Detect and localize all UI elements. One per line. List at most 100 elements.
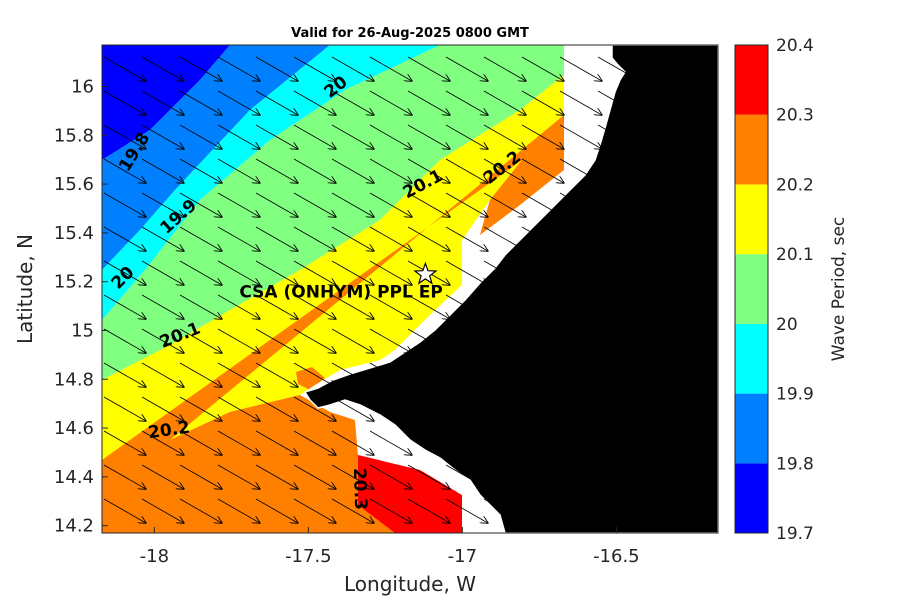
wave-arrow bbox=[293, 158, 336, 183]
colorbar-segment bbox=[735, 323, 768, 394]
wave-arrow bbox=[217, 328, 260, 353]
wave-arrow bbox=[331, 226, 374, 251]
wave-arrow bbox=[559, 56, 602, 81]
wave-arrow bbox=[483, 226, 526, 251]
wave-arrow bbox=[293, 90, 336, 115]
wave-arrow bbox=[521, 124, 564, 149]
wave-arrow bbox=[521, 192, 564, 217]
wave-arrow bbox=[407, 328, 450, 353]
wave-arrow bbox=[255, 328, 298, 353]
x-axis-label: Longitude, W bbox=[344, 572, 476, 596]
wave-arrow bbox=[293, 396, 336, 421]
wave-arrow bbox=[369, 498, 412, 523]
wave-arrow bbox=[103, 192, 146, 217]
wave-arrow bbox=[483, 498, 526, 523]
wave-arrow bbox=[369, 260, 412, 285]
wave-arrow bbox=[217, 430, 260, 455]
wave-arrow bbox=[445, 158, 488, 183]
wave-arrow bbox=[407, 226, 450, 251]
plot-area bbox=[102, 45, 718, 533]
wave-arrow bbox=[103, 226, 146, 251]
colorbar-tick-label: 20.1 bbox=[776, 245, 814, 265]
wave-arrow bbox=[293, 294, 336, 319]
wave-arrow bbox=[483, 294, 526, 319]
x-axis: -18 -17.5 -17 -16.5 bbox=[140, 527, 640, 567]
colorbar-tick-label: 20.4 bbox=[776, 36, 814, 56]
wave-arrow bbox=[521, 328, 564, 353]
y-tick-label: 15.6 bbox=[54, 174, 94, 195]
wave-arrow bbox=[255, 90, 298, 115]
x-tick-label: -16.5 bbox=[593, 546, 640, 567]
wave-arrow bbox=[331, 498, 374, 523]
wave-arrow bbox=[445, 90, 488, 115]
wave-arrow bbox=[141, 362, 184, 387]
wave-arrow bbox=[407, 430, 450, 455]
wave-arrow bbox=[597, 260, 640, 285]
wave-arrow bbox=[407, 192, 450, 217]
wave-arrow bbox=[559, 362, 602, 387]
colorbar-tick-label: 19.9 bbox=[776, 385, 814, 405]
wave-arrow bbox=[559, 328, 602, 353]
wave-arrow bbox=[331, 294, 374, 319]
wave-arrow bbox=[597, 328, 640, 353]
x-tick-label: -17 bbox=[448, 546, 477, 567]
wave-arrow bbox=[483, 192, 526, 217]
wave-arrow bbox=[407, 362, 450, 387]
wave-arrow bbox=[559, 498, 602, 523]
wave-arrow bbox=[369, 328, 412, 353]
wave-arrow bbox=[521, 90, 564, 115]
colorbar-tick-label: 20.3 bbox=[776, 106, 814, 126]
wave-arrow bbox=[217, 124, 260, 149]
wave-arrow bbox=[521, 226, 564, 251]
wave-arrow bbox=[141, 192, 184, 217]
wave-arrow bbox=[217, 396, 260, 421]
wave-arrow bbox=[103, 362, 146, 387]
wave-arrow bbox=[331, 260, 374, 285]
wave-arrow bbox=[103, 90, 146, 115]
wave-arrow bbox=[293, 362, 336, 387]
y-tick-label: 15 bbox=[71, 320, 94, 341]
wave-arrow bbox=[217, 192, 260, 217]
wave-arrow bbox=[369, 124, 412, 149]
colorbar-tick-label: 20 bbox=[776, 315, 798, 335]
wave-arrow bbox=[255, 226, 298, 251]
wave-arrow bbox=[255, 56, 298, 81]
wave-arrow bbox=[179, 294, 222, 319]
station-label: CSA (ONHYM) PPL EP bbox=[239, 282, 442, 302]
colorbar-frame bbox=[734, 44, 769, 534]
wave-arrow bbox=[141, 396, 184, 421]
wave-arrow bbox=[217, 90, 260, 115]
colorbar-tick-label: 19.8 bbox=[776, 454, 814, 474]
wave-arrow bbox=[141, 260, 184, 285]
wave-arrow bbox=[255, 498, 298, 523]
band-20-3-20-4 bbox=[358, 452, 462, 533]
wave-arrow bbox=[369, 56, 412, 81]
wave-arrow bbox=[597, 124, 640, 149]
wave-arrow bbox=[255, 362, 298, 387]
band-20-1-20-2 bbox=[102, 75, 564, 460]
wave-arrow bbox=[103, 430, 146, 455]
wave-arrow bbox=[141, 158, 184, 183]
plot-frame bbox=[101, 44, 719, 534]
wave-arrow bbox=[445, 498, 488, 523]
wave-arrow bbox=[559, 192, 602, 217]
wave-arrow bbox=[293, 260, 336, 285]
colorbar-label: Wave Period, sec bbox=[829, 217, 849, 362]
wave-arrow bbox=[217, 362, 260, 387]
wave-arrow bbox=[521, 158, 564, 183]
wave-arrow bbox=[559, 226, 602, 251]
wave-arrow bbox=[179, 158, 222, 183]
wave-arrow bbox=[407, 56, 450, 81]
wave-arrow bbox=[559, 90, 602, 115]
wave-arrow bbox=[217, 226, 260, 251]
colorbar-segment bbox=[735, 45, 768, 115]
wave-arrow bbox=[483, 124, 526, 149]
wave-arrow bbox=[103, 464, 146, 489]
wave-arrow bbox=[445, 294, 488, 319]
wave-arrow bbox=[103, 158, 146, 183]
wave-arrow bbox=[255, 464, 298, 489]
wave-arrow bbox=[597, 90, 640, 115]
wave-arrow bbox=[179, 124, 222, 149]
wave-arrow bbox=[179, 396, 222, 421]
